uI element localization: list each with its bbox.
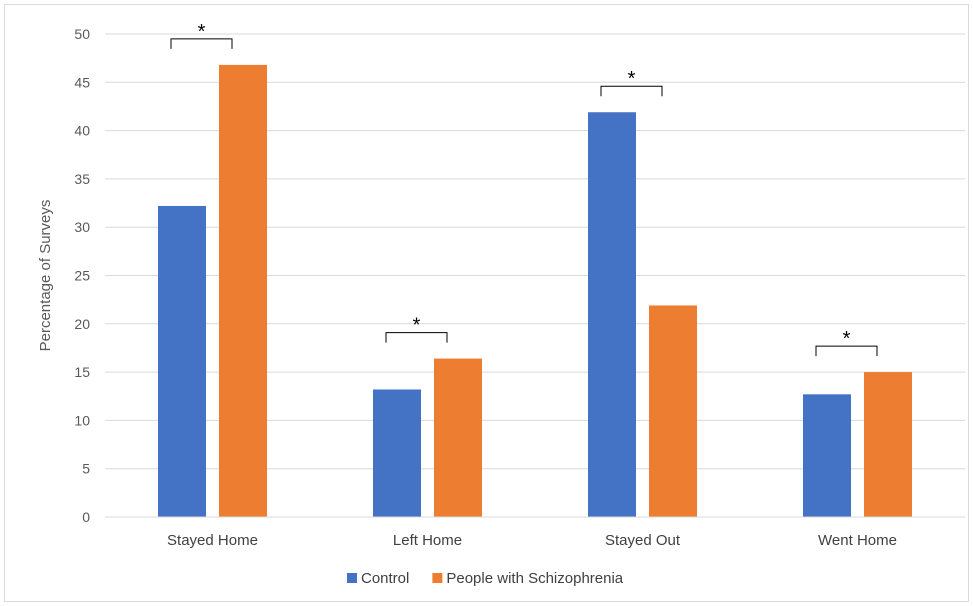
bar-chart: 0 5 10 15 20 25 30 35 40 45 50 Stayed Home Left Hom… (37, 21, 965, 587)
significance-bracket (815, 345, 878, 357)
legend-label: Control (361, 570, 409, 587)
legend: Control People with Schizophrenia (347, 570, 624, 587)
significance-marker: * (413, 315, 421, 337)
chart-frame: 0 5 10 15 20 25 30 35 40 45 50 Stayed Home Left Hom… (4, 4, 969, 602)
significance-bracket (170, 38, 233, 49)
bar (219, 64, 267, 518)
y-tick-label: 15 (74, 364, 90, 380)
y-tick-label: 5 (82, 461, 90, 477)
bar (158, 205, 206, 517)
y-tick-label: 0 (82, 509, 90, 525)
y-tick-label: 25 (74, 268, 90, 284)
y-tick-label: 40 (74, 123, 90, 139)
significance-annotations: * * * * (170, 21, 878, 357)
y-tick-label: 35 (74, 171, 90, 187)
bars (158, 64, 912, 518)
bar (803, 394, 851, 517)
x-tick-label: Stayed Home (167, 532, 258, 549)
significance-marker: * (198, 21, 206, 43)
x-tick-label: Left Home (393, 532, 462, 549)
y-tick-label: 45 (74, 74, 90, 90)
significance-marker: * (843, 328, 851, 350)
y-tick-label: 20 (74, 316, 90, 332)
bar (373, 389, 421, 517)
y-tick-label: 30 (74, 219, 90, 235)
bar (649, 305, 697, 517)
bar (434, 358, 482, 517)
y-axis-ticks: 0 5 10 15 20 25 30 35 40 45 50 (74, 26, 90, 525)
legend-swatch (432, 573, 443, 583)
bar (588, 112, 636, 517)
legend-label: People with Schizophrenia (446, 570, 623, 587)
y-tick-label: 50 (74, 26, 90, 42)
significance-bracket (385, 332, 448, 343)
significance-marker: * (628, 68, 636, 90)
x-axis: Stayed Home Left Home Stayed Out Went Home (105, 516, 965, 549)
y-axis-title: Percentage of Surveys (37, 200, 54, 352)
x-tick-label: Stayed Out (605, 532, 681, 549)
y-tick-label: 10 (74, 412, 90, 428)
significance-bracket (600, 85, 663, 97)
legend-swatch (347, 573, 357, 583)
bar (864, 372, 912, 517)
x-tick-label: Went Home (818, 532, 897, 549)
